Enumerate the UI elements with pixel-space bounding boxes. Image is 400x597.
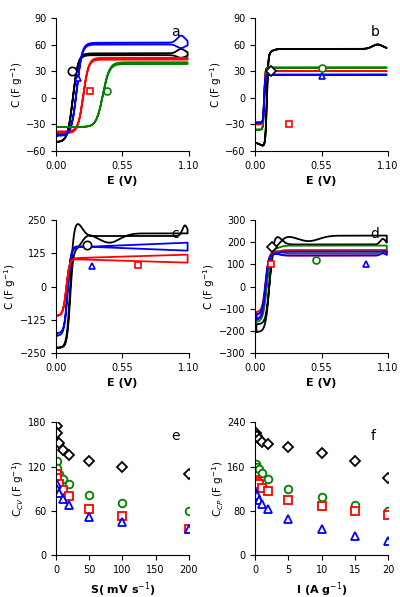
X-axis label: I (A g$^{-1}$): I (A g$^{-1}$) (296, 580, 347, 597)
Text: a: a (172, 24, 180, 39)
X-axis label: S( mV s$^{-1}$): S( mV s$^{-1}$) (90, 580, 155, 597)
Text: c: c (172, 227, 179, 241)
Y-axis label: C (F g$^{-1}$): C (F g$^{-1}$) (202, 263, 218, 310)
Y-axis label: C (F g$^{-1}$): C (F g$^{-1}$) (9, 61, 24, 107)
Text: d: d (371, 227, 380, 241)
Y-axis label: C$_{CP}$ (F g$^{-1}$): C$_{CP}$ (F g$^{-1}$) (210, 460, 226, 517)
Text: e: e (172, 429, 180, 443)
Text: f: f (371, 429, 376, 443)
Y-axis label: C$_{CV}$ (F g$^{-1}$): C$_{CV}$ (F g$^{-1}$) (10, 460, 26, 517)
Text: b: b (371, 24, 380, 39)
X-axis label: E (V): E (V) (107, 176, 138, 186)
X-axis label: E (V): E (V) (107, 378, 138, 388)
Y-axis label: C (F g$^{-1}$): C (F g$^{-1}$) (208, 61, 224, 107)
X-axis label: E (V): E (V) (306, 176, 337, 186)
X-axis label: E (V): E (V) (306, 378, 337, 388)
Y-axis label: C (F g$^{-1}$): C (F g$^{-1}$) (2, 263, 18, 310)
